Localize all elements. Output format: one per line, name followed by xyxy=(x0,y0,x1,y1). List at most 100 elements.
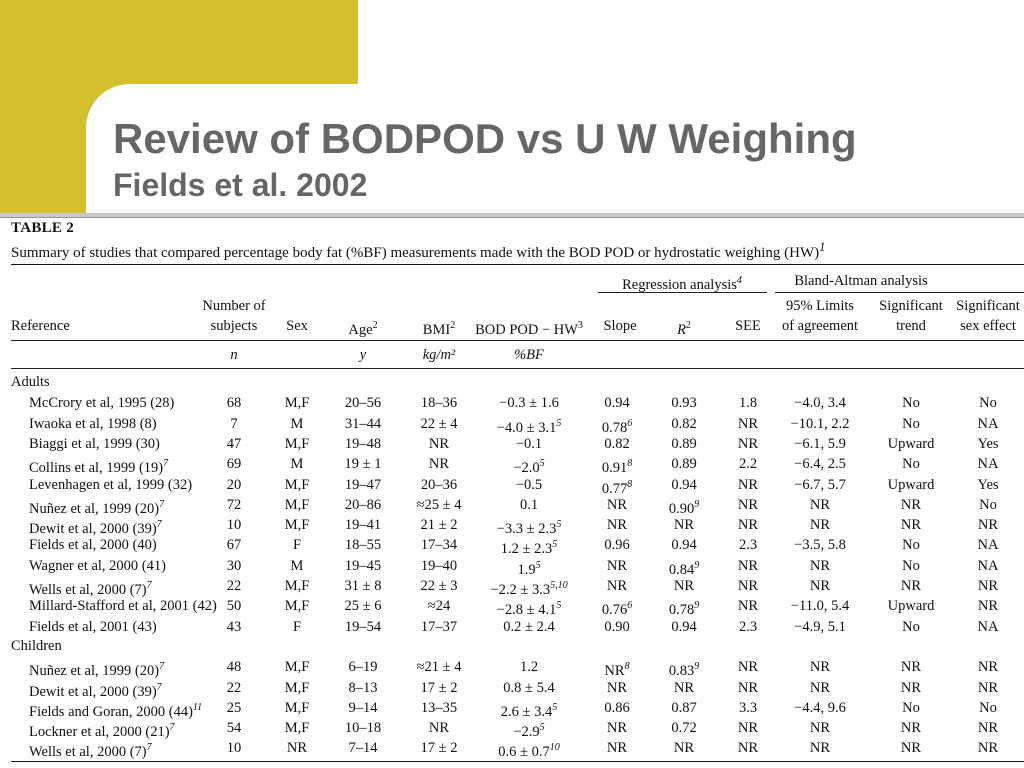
cell-trend: NR xyxy=(900,578,922,594)
table-row: Dewit et al, 2000 (39)7 22 M,F 8–13 17 ± 2 0.… xyxy=(0,679,1024,700)
table-row: Fields et al, 2000 (40) 67 F 18–55 17–34 1.2 … xyxy=(0,536,1024,557)
cell-r2: 0.849 xyxy=(668,559,700,578)
section-header: Adults xyxy=(11,374,50,390)
cell-slope: 0.778 xyxy=(601,478,633,497)
cell-r2: 0.94 xyxy=(671,618,697,635)
cell-see: NR xyxy=(737,435,759,452)
cell-limits: −6.1, 5.9 xyxy=(794,435,846,452)
cell-bmi: 17–34 xyxy=(420,537,458,554)
cell-age: 20–56 xyxy=(344,395,382,412)
cell-age: 25 ± 6 xyxy=(344,598,382,615)
cell-see: NR xyxy=(737,720,759,737)
cell-sex: F xyxy=(292,537,302,554)
cell-trend: Upward xyxy=(887,476,935,493)
cell-see: 1.8 xyxy=(738,395,758,412)
cell-r2: NR xyxy=(673,578,695,594)
cell-slope: 0.96 xyxy=(604,537,630,554)
cell-age: 19–47 xyxy=(344,476,382,493)
table-caption-sup: 1 xyxy=(819,240,826,254)
cell-sexeff: Yes xyxy=(977,435,999,452)
col-header-r2: R2 xyxy=(677,320,691,338)
cell-slope: NR xyxy=(606,496,628,513)
cell-trend: NR xyxy=(900,496,922,513)
cell-n: 47 xyxy=(226,435,242,452)
header-bottom-rule xyxy=(11,340,1024,341)
cell-sex: M,F xyxy=(284,679,310,696)
title-panel xyxy=(86,84,1024,224)
cell-ref: Millard-Stafford et al, 2001 (42) xyxy=(29,598,217,615)
cell-limits: NR xyxy=(809,679,831,696)
cell-age: 31–44 xyxy=(344,415,382,432)
slide-subtitle: Fields et al. 2002 xyxy=(113,167,368,203)
cell-sex: M,F xyxy=(284,598,310,615)
cell-diff: 2.6 ± 3.45 xyxy=(500,701,558,720)
cell-limits: −3.5, 5.8 xyxy=(794,537,846,554)
cell-age: 31 ± 8 xyxy=(344,578,382,594)
cell-limits: −11.0, 5.4 xyxy=(790,598,850,615)
cell-sex: M xyxy=(290,557,304,574)
cell-r2: 0.87 xyxy=(671,699,697,716)
cell-see: NR xyxy=(737,659,759,676)
cell-bmi: 17–37 xyxy=(420,618,458,635)
cell-bmi: 20–36 xyxy=(420,476,458,493)
table-label: TABLE 2 xyxy=(11,220,75,236)
col-header-n-line1: Number of xyxy=(202,298,266,314)
cell-ref: Fields et al, 2001 (43) xyxy=(29,618,157,635)
col-header-bmi: BMI2 xyxy=(422,320,456,338)
cell-age: 19–48 xyxy=(344,435,382,452)
cell-limits: −10.1, 2.2 xyxy=(790,415,850,432)
cell-diff: −0.5 xyxy=(515,476,543,493)
cell-sexeff: NA xyxy=(977,456,999,473)
section-header: Children xyxy=(11,637,62,654)
cell-slope: 0.918 xyxy=(601,458,633,477)
cell-see: NR xyxy=(737,476,759,493)
cell-see: NR xyxy=(737,578,759,594)
cell-sex: M,F xyxy=(284,395,310,412)
cell-slope: 0.82 xyxy=(604,435,630,452)
cell-limits: −4.4, 9.6 xyxy=(794,699,846,716)
cell-slope: NR xyxy=(606,557,628,574)
cell-see: NR xyxy=(737,415,759,432)
cell-diff: −0.3 ± 1.6 xyxy=(499,395,559,412)
cell-r2: 0.909 xyxy=(668,498,700,517)
cell-slope: 0.94 xyxy=(604,395,630,412)
cell-diff: 1.95 xyxy=(517,559,541,578)
cell-limits: −4.9, 5.1 xyxy=(794,618,846,635)
cell-sex: M xyxy=(290,456,304,473)
cell-see: NR xyxy=(737,679,759,696)
cell-limits: NR xyxy=(809,517,831,534)
cell-see: NR xyxy=(737,517,759,534)
cell-n: 68 xyxy=(226,395,242,412)
cell-diff: −0.1 xyxy=(515,435,543,452)
cell-sexeff: NR xyxy=(977,517,999,534)
cell-age: 10–18 xyxy=(344,720,382,737)
cell-ref: Fields and Goran, 2000 (44)11 xyxy=(29,701,203,720)
cell-r2: NR xyxy=(673,740,695,757)
cell-bmi: 13–35 xyxy=(420,699,458,716)
table-row: Wells et al, 2000 (7)7 10 NR 7–14 17 ± 2 0.6 … xyxy=(0,739,1024,760)
cell-trend: NR xyxy=(900,720,922,737)
cell-r2: 0.89 xyxy=(671,456,697,473)
cell-limits: NR xyxy=(809,496,831,513)
col-header-reference: Reference xyxy=(11,318,70,334)
cell-slope: 0.86 xyxy=(604,699,630,716)
cell-sex: F xyxy=(292,618,302,635)
table-caption-text: Summary of studies that compared percent… xyxy=(11,245,820,261)
cell-ref: Levenhagen et al, 1999 (32) xyxy=(29,476,193,493)
cell-see: 2.3 xyxy=(738,618,758,635)
cell-sexeff: NR xyxy=(977,720,999,737)
table-row: Iwaoka et al, 1998 (8) 7 M 31–44 22 ± 4 −4.0 … xyxy=(0,415,1024,436)
regression-group-header: Regression analysis4 xyxy=(622,275,742,293)
cell-limits: NR xyxy=(809,720,831,737)
cell-sexeff: No xyxy=(979,699,997,716)
table-row: McCrory et al, 1995 (28) 68 M,F 20–56 18–36 −… xyxy=(0,394,1024,414)
cell-limits: −6.7, 5.7 xyxy=(794,476,846,493)
cell-bmi: 17 ± 2 xyxy=(420,740,458,757)
col-header-limits-line1: 95% Limits xyxy=(785,298,855,314)
cell-trend: NR xyxy=(900,659,922,676)
cell-r2: 0.839 xyxy=(668,661,700,680)
cell-sex: M,F xyxy=(284,578,310,594)
col-header-see: SEE xyxy=(735,318,761,334)
cell-ref: Dewit et al, 2000 (39)7 xyxy=(29,519,162,537)
cell-trend: No xyxy=(902,537,920,554)
